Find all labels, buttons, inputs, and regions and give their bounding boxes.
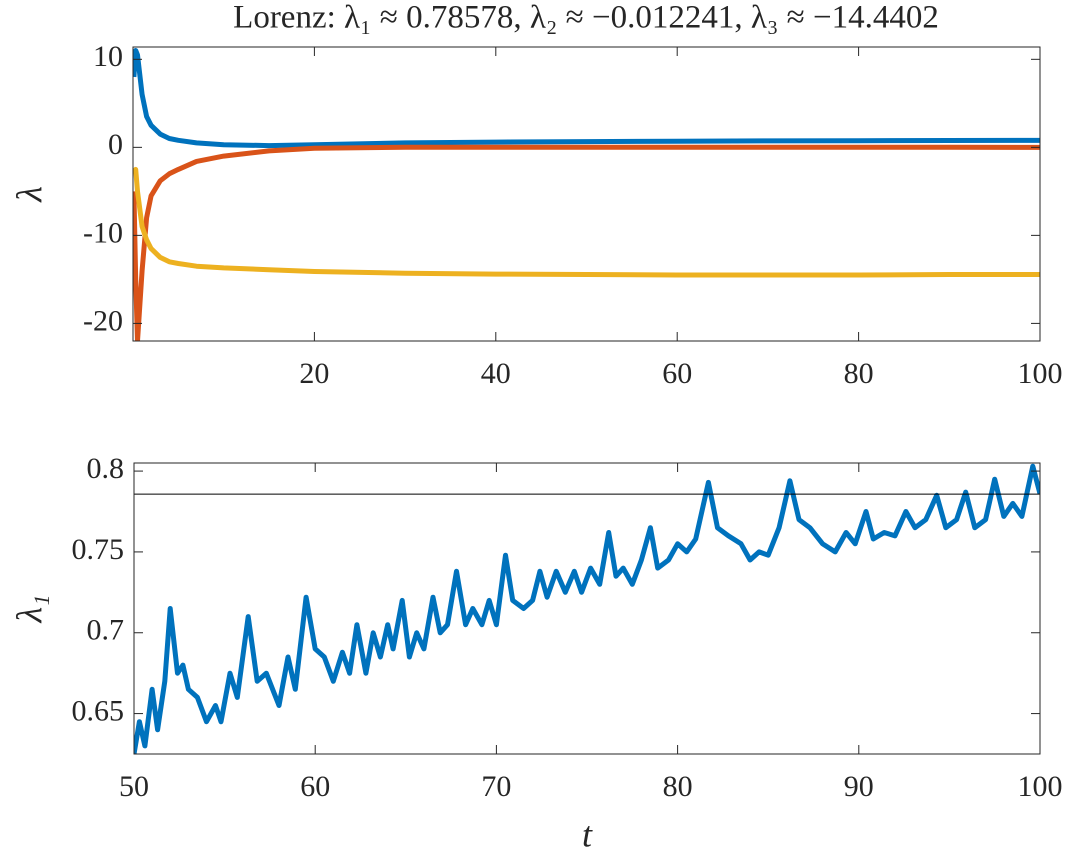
y-tick-label: -20 — [83, 304, 123, 337]
y-tick-label: 0.8 — [87, 452, 125, 485]
chart-title: Lorenz: λ₁ ≈ 0.78578, λ₂ ≈ −0.012241, λ₃… — [233, 0, 939, 36]
y-tick-label: -10 — [83, 216, 123, 249]
x-tick-label: 80 — [844, 357, 874, 390]
y-axis-label: λ₁ — [9, 594, 49, 623]
x-tick-label: 60 — [662, 357, 692, 390]
x-tick-label: 70 — [481, 770, 511, 803]
series-line — [134, 463, 1040, 754]
x-tick-label: 60 — [300, 770, 330, 803]
y-axis-label: λ — [9, 186, 49, 203]
x-tick-label: 80 — [663, 770, 693, 803]
x-tick-label: 90 — [844, 770, 874, 803]
series-line — [133, 166, 1040, 278]
y-tick-label: 0.7 — [87, 614, 125, 647]
y-tick-label: 0 — [108, 128, 123, 161]
y-tick-label: 0.75 — [72, 533, 125, 566]
x-axis-label: t — [582, 814, 593, 854]
x-tick-label: 100 — [1018, 357, 1063, 390]
axes-box — [132, 46, 1041, 342]
axes-box — [133, 462, 1041, 755]
x-tick-label: 20 — [299, 357, 329, 390]
y-tick-label: 0.65 — [72, 694, 125, 727]
series-line — [133, 144, 1040, 341]
x-tick-label: 50 — [119, 770, 149, 803]
y-tick-label: 10 — [93, 40, 123, 73]
x-tick-label: 100 — [1018, 770, 1063, 803]
x-tick-label: 40 — [481, 357, 511, 390]
series-line — [133, 48, 1040, 149]
